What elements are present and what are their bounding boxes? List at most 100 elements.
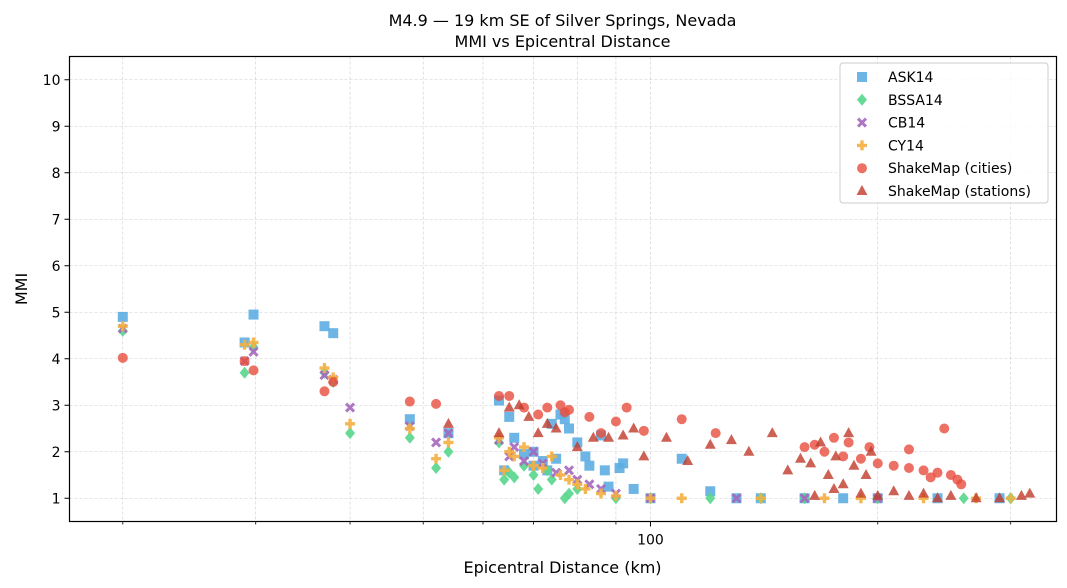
point-shakemap-cities: [855, 453, 866, 464]
legend-label-ask14: ASK14: [888, 70, 934, 86]
point-shakemap-stations: [843, 427, 855, 438]
point-shakemap-cities: [493, 390, 504, 401]
legend-label-cb14: CB14: [888, 116, 925, 132]
point-shakemap-stations: [872, 489, 884, 500]
point-shakemap-cities: [843, 437, 854, 448]
point-shakemap-cities: [939, 423, 950, 434]
point-cb14: [431, 437, 442, 448]
legend-marker-shakemap-cities: [857, 163, 867, 174]
point-shakemap-stations: [932, 492, 944, 503]
point-cy14: [755, 493, 766, 504]
point-cb14: [443, 428, 454, 439]
point-shakemap-cities: [925, 472, 936, 483]
point-shakemap-cities: [903, 444, 914, 455]
point-cy14: [443, 437, 454, 448]
point-cy14: [645, 493, 656, 504]
point-ask14: [546, 418, 557, 429]
legend-label-shakemap-cities: ShakeMap (cities): [888, 161, 1012, 177]
point-shakemap-stations: [493, 427, 505, 438]
point-cb14: [518, 455, 530, 467]
x-axis-label: Epicentral Distance (km): [463, 558, 661, 577]
point-shakemap-stations: [442, 417, 454, 428]
point-bssa14: [404, 431, 415, 444]
point-ask14: [504, 411, 515, 422]
point-shakemap-stations: [550, 422, 562, 433]
point-cy14: [248, 337, 259, 348]
point-shakemap-stations: [682, 455, 694, 466]
y-tick-label: 7: [52, 212, 61, 228]
point-ask14: [599, 465, 610, 476]
point-shakemap-cities: [328, 377, 339, 387]
point-ask14: [509, 432, 520, 443]
point-shakemap-cities: [828, 432, 839, 443]
point-shakemap-stations: [918, 487, 930, 498]
point-cb14: [248, 346, 259, 357]
point-ask14: [676, 453, 687, 464]
plot-area-frame: [68, 55, 1058, 523]
point-cb14: [344, 402, 356, 413]
point-shakemap-cities: [117, 352, 128, 363]
point-cy14: [404, 423, 415, 434]
point-cy14: [528, 460, 539, 471]
point-cy14: [546, 451, 557, 462]
point-bssa14: [533, 482, 544, 495]
point-cy14: [345, 418, 356, 429]
point-shakemap-cities: [819, 446, 830, 457]
legend-marker-cy14: [857, 140, 867, 151]
point-shakemap-stations: [794, 452, 806, 463]
point-shakemap-stations: [830, 450, 842, 461]
point-ask14: [564, 423, 575, 434]
point-cy14: [819, 493, 830, 504]
point-shakemap-stations: [809, 489, 821, 500]
point-bssa14: [564, 487, 575, 500]
point-shakemap-cities: [676, 414, 687, 425]
point-ask14: [580, 451, 591, 462]
point-cy14: [676, 493, 687, 504]
point-cb14: [319, 369, 330, 381]
point-bssa14: [345, 427, 356, 440]
point-shakemap-stations: [805, 457, 817, 468]
point-cy14: [572, 479, 583, 490]
axis-ticks: 1 2 3 4 5 6 7 8 9 10 100: [43, 73, 1012, 549]
point-shakemap-cities: [564, 404, 575, 415]
point-shakemap-cities: [621, 402, 632, 413]
point-cy14: [580, 483, 591, 494]
point-cy14: [117, 321, 128, 332]
point-ask14: [537, 456, 548, 467]
point-shakemap-cities: [918, 465, 929, 476]
point-shakemap-stations: [860, 469, 872, 479]
point-cy14: [431, 453, 442, 464]
point-shakemap-stations: [994, 492, 1006, 503]
y-axis-label: MMI: [12, 273, 31, 305]
y-tick-label: 10: [43, 73, 61, 89]
point-shakemap-stations: [603, 431, 615, 442]
point-cy14: [499, 465, 510, 476]
legend-marker-cb14: [856, 117, 868, 128]
point-bssa14: [239, 366, 250, 379]
point-shakemap-cities: [404, 396, 415, 407]
point-shakemap-cities: [504, 390, 515, 401]
point-cb14: [731, 493, 742, 504]
point-bssa14: [509, 471, 520, 484]
point-cy14: [509, 451, 520, 462]
point-shakemap-stations: [1015, 489, 1027, 500]
point-shakemap-stations: [945, 489, 957, 500]
point-shakemap-stations: [523, 410, 535, 421]
legend-marker-shakemap-stations: [856, 185, 868, 195]
point-ask14: [248, 309, 259, 320]
point-bssa14: [705, 492, 716, 505]
legend-label-bssa14: BSSA14: [888, 93, 943, 109]
point-ask14: [628, 483, 639, 494]
point-cy14: [319, 363, 330, 374]
legend-box: [839, 62, 1049, 204]
y-tick-label: 6: [52, 259, 61, 275]
data-points: [117, 309, 1036, 505]
point-shakemap-cities: [799, 442, 810, 453]
point-ask14: [117, 311, 128, 322]
point-shakemap-cities: [533, 409, 544, 420]
point-ask14: [838, 493, 849, 504]
point-cb14: [563, 465, 575, 476]
point-cy14: [564, 474, 575, 485]
point-shakemap-stations: [725, 434, 737, 445]
point-cb14: [509, 442, 520, 453]
